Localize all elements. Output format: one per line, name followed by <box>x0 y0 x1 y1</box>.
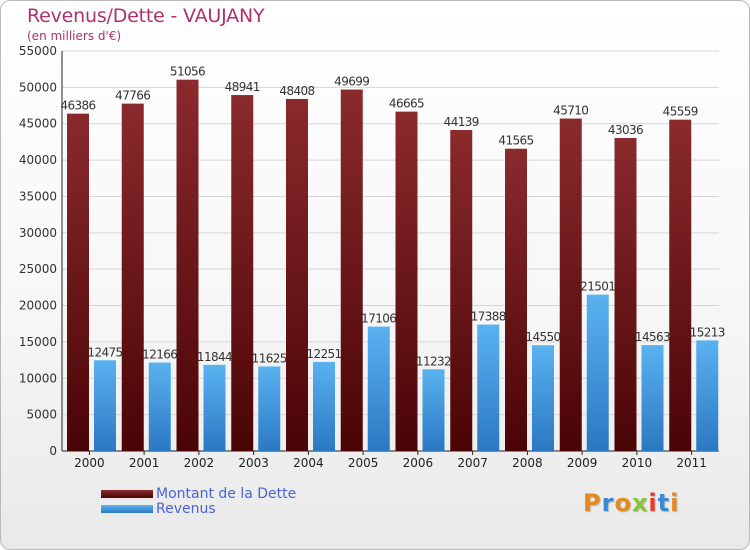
data-label-revenue-2006: 11232 <box>416 354 451 368</box>
chart-title: Revenus/Dette - VAUJANY <box>27 5 265 27</box>
y-tick-label: 40000 <box>19 153 57 167</box>
logo-letter: P <box>583 489 602 517</box>
data-label-revenue-2002: 11844 <box>197 350 232 364</box>
bar-debt-2005 <box>340 89 363 451</box>
bar-debt-2000 <box>67 113 89 451</box>
bar-debt-2003 <box>231 95 254 451</box>
chart-subtitle: (en milliers d'€) <box>27 29 122 43</box>
bar-debt-2011 <box>669 119 692 452</box>
data-label-debt-2006: 46665 <box>389 97 424 111</box>
y-tick-label: 0 <box>49 444 57 458</box>
bar-debt-2008 <box>505 148 527 451</box>
data-label-debt-2011: 45559 <box>663 105 698 119</box>
bar-revenue-2001 <box>148 362 171 451</box>
x-tick-label-2006: 2006 <box>403 456 434 470</box>
data-label-revenue-2004: 12251 <box>306 347 341 361</box>
data-label-debt-2009: 45710 <box>553 104 588 118</box>
data-label-revenue-2009: 21501 <box>580 280 615 294</box>
bar-revenue-2007 <box>477 324 500 451</box>
y-tick-label: 15000 <box>19 335 57 349</box>
bar-debt-2001 <box>121 103 144 452</box>
data-label-revenue-2000: 12475 <box>87 345 122 359</box>
bar-debt-2009 <box>559 118 582 452</box>
data-label-debt-2008: 41565 <box>498 134 533 148</box>
bar-revenue-2002 <box>203 364 226 451</box>
x-tick-label-2005: 2005 <box>348 456 379 470</box>
data-label-debt-2002: 51056 <box>170 65 205 79</box>
legend-label-debt: Montant de la Dette <box>156 486 297 502</box>
x-tick-label-2010: 2010 <box>622 456 653 470</box>
bar-revenue-2000 <box>94 360 116 451</box>
data-label-revenue-2007: 17388 <box>471 310 506 324</box>
y-tick-label: 20000 <box>19 299 57 313</box>
logo-letter: r <box>601 489 615 517</box>
logo-letter: x <box>631 489 649 517</box>
data-label-revenue-2010: 14563 <box>635 330 670 344</box>
x-tick-label-2008: 2008 <box>512 456 543 470</box>
logo-letter: o <box>614 489 632 517</box>
bar-debt-2002 <box>176 79 199 451</box>
data-label-debt-2010: 43036 <box>608 123 643 137</box>
y-tick-label: 10000 <box>19 371 57 385</box>
bar-revenue-2008 <box>532 345 554 451</box>
bar-revenue-2010 <box>641 345 664 451</box>
data-label-debt-2004: 48408 <box>279 84 314 98</box>
bar-revenue-2005 <box>367 326 390 451</box>
logo-letter: t <box>657 489 671 517</box>
proxiti-logo: Proxiti <box>583 489 679 517</box>
data-label-revenue-2003: 11625 <box>252 351 287 365</box>
data-label-revenue-2008: 14550 <box>525 330 560 344</box>
bar-revenue-2006 <box>422 369 445 451</box>
bar-debt-2007 <box>450 129 473 452</box>
y-tick-label: 5000 <box>26 408 57 422</box>
x-tick-label-2004: 2004 <box>293 456 324 470</box>
x-tick-label-2003: 2003 <box>238 456 269 470</box>
x-tick-label-2007: 2007 <box>457 456 488 470</box>
data-label-revenue-2005: 17106 <box>361 312 396 326</box>
data-label-debt-2003: 48941 <box>225 80 260 94</box>
bar-revenue-2004 <box>313 361 335 451</box>
bar-debt-2006 <box>395 111 418 452</box>
bar-revenue-2009 <box>586 294 609 451</box>
bar-debt-2004 <box>286 98 308 451</box>
y-tick-label: 25000 <box>19 262 57 276</box>
y-tick-label: 45000 <box>19 117 57 131</box>
bar-revenue-2011 <box>696 340 719 451</box>
x-tick-label-2001: 2001 <box>129 456 160 470</box>
legend-swatch-debt <box>101 490 153 498</box>
x-tick-label-2009: 2009 <box>567 456 598 470</box>
data-label-debt-2001: 47766 <box>115 89 150 103</box>
legend-swatch-revenue <box>101 505 153 513</box>
y-tick-label: 30000 <box>19 226 57 240</box>
logo-letter: i <box>670 489 680 517</box>
data-label-debt-2007: 44139 <box>444 115 479 129</box>
y-tick-label: 55000 <box>19 44 57 58</box>
bar-revenue-2003 <box>258 366 281 451</box>
x-tick-label-2000: 2000 <box>74 456 105 470</box>
y-tick-label: 50000 <box>19 80 57 94</box>
y-tick-label: 35000 <box>19 189 57 203</box>
logo-letter: i <box>648 489 658 517</box>
data-label-revenue-2011: 15213 <box>690 325 725 339</box>
bar-debt-2010 <box>614 138 637 451</box>
legend-label-revenue: Revenus <box>156 501 216 517</box>
data-label-debt-2000: 46386 <box>60 99 95 113</box>
x-tick-label-2011: 2011 <box>676 456 707 470</box>
x-tick-label-2002: 2002 <box>184 456 215 470</box>
data-label-revenue-2001: 12166 <box>142 348 177 362</box>
data-label-debt-2005: 49699 <box>334 75 369 89</box>
